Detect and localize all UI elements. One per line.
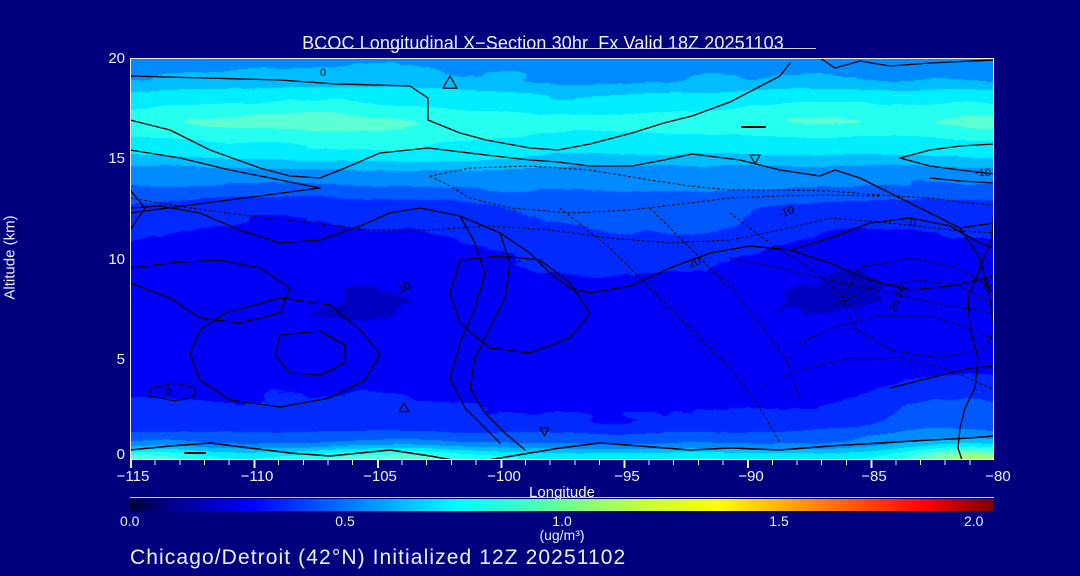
- svg-text:-10: -10: [975, 167, 991, 179]
- svg-text:10: 10: [396, 280, 412, 296]
- svg-text:0: 0: [165, 386, 171, 398]
- svg-text:-10: -10: [777, 204, 796, 221]
- svg-text:20: 20: [887, 298, 904, 315]
- svg-text:0: 0: [320, 67, 326, 79]
